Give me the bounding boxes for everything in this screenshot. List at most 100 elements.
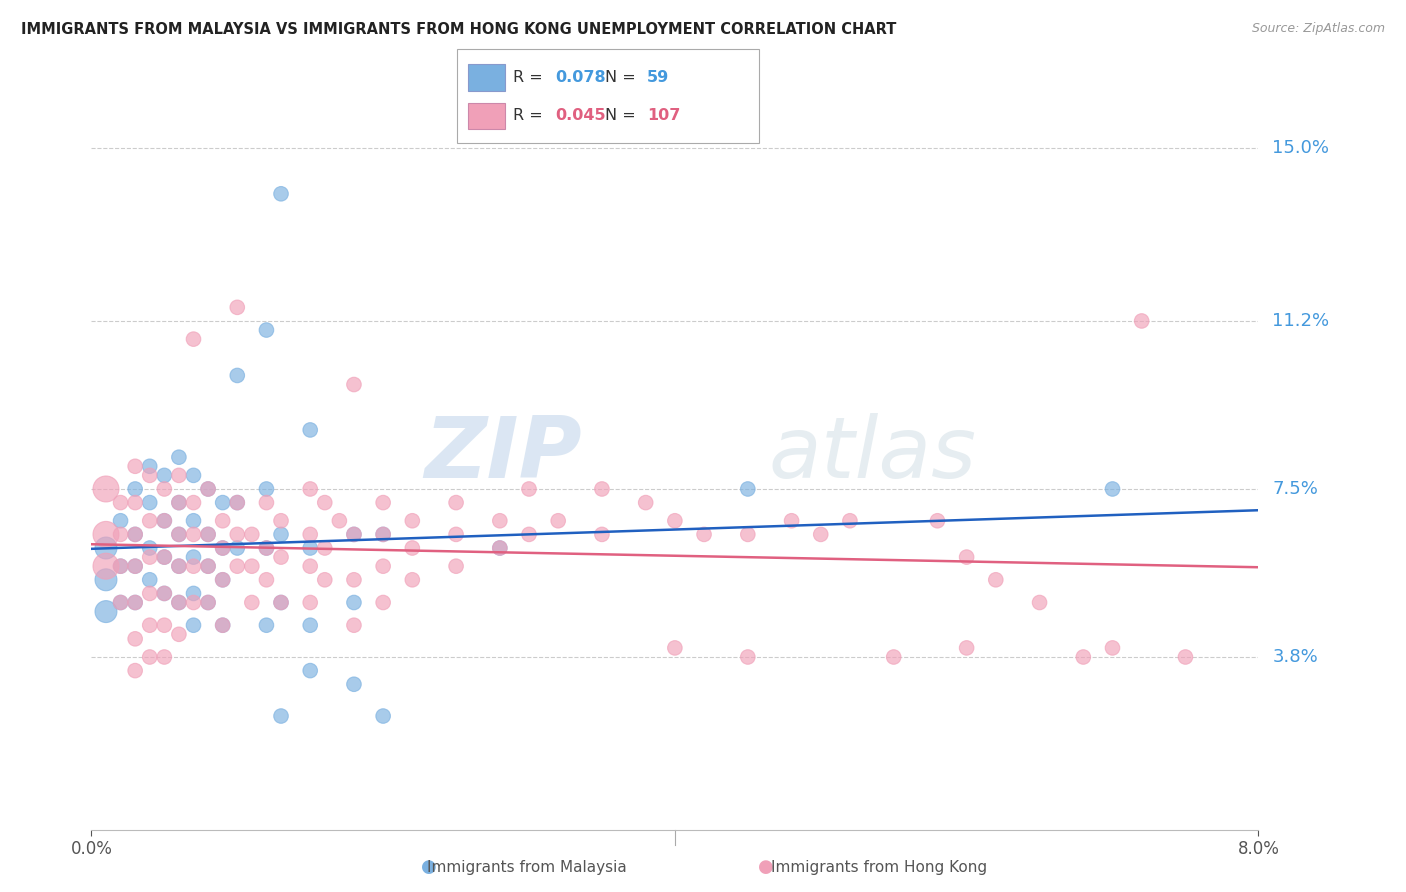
Point [124, 559, 146, 574]
Point [984, 573, 1007, 587]
Point [256, 541, 278, 555]
Point [94, 605, 117, 619]
Point [343, 595, 366, 609]
Point [371, 527, 394, 541]
Point [197, 527, 219, 541]
Point [211, 495, 233, 509]
Point [167, 559, 190, 574]
Point [401, 514, 423, 528]
Point [256, 495, 278, 509]
Point [299, 482, 322, 496]
Point [927, 514, 949, 528]
Point [737, 527, 759, 541]
Point [270, 595, 292, 609]
Point [328, 514, 350, 528]
Point [256, 482, 278, 496]
Point [197, 595, 219, 609]
Point [256, 618, 278, 632]
Text: 15.0%: 15.0% [1272, 139, 1329, 157]
Point [956, 550, 979, 565]
Point [634, 495, 657, 509]
Point [299, 664, 322, 678]
Point [737, 650, 759, 665]
Point [489, 541, 512, 555]
Point [197, 482, 219, 496]
Point [343, 527, 366, 541]
Point [110, 559, 132, 574]
Text: R =: R = [513, 70, 548, 85]
Point [693, 527, 716, 541]
Text: ZIP: ZIP [423, 413, 582, 497]
Point [299, 423, 322, 437]
Point [211, 618, 233, 632]
Point [197, 559, 219, 574]
Point [110, 514, 132, 528]
Point [883, 650, 905, 665]
Point [110, 527, 132, 541]
Point [371, 595, 394, 609]
Point [401, 573, 423, 587]
Point [124, 482, 146, 496]
Point [314, 541, 336, 555]
Point [153, 550, 176, 565]
Point [183, 514, 205, 528]
Point [256, 541, 278, 555]
Point [153, 468, 176, 483]
Point [343, 573, 366, 587]
Point [444, 559, 467, 574]
Point [167, 468, 190, 483]
Point [138, 550, 162, 565]
Point [167, 495, 190, 509]
Point [226, 559, 249, 574]
Point [167, 450, 190, 465]
Point [256, 573, 278, 587]
Point [183, 586, 205, 600]
Point [167, 495, 190, 509]
Text: Immigrants from Malaysia: Immigrants from Malaysia [427, 860, 627, 874]
Text: 107: 107 [647, 109, 681, 123]
Point [444, 527, 467, 541]
Point [167, 595, 190, 609]
Point [124, 632, 146, 646]
Text: R =: R = [513, 109, 548, 123]
Point [226, 495, 249, 509]
Point [664, 640, 686, 655]
Text: 7.5%: 7.5% [1272, 480, 1319, 498]
Point [124, 595, 146, 609]
Point [737, 482, 759, 496]
Point [299, 595, 322, 609]
Point [1101, 482, 1123, 496]
Point [956, 640, 979, 655]
Point [153, 618, 176, 632]
Point [256, 323, 278, 337]
Point [153, 586, 176, 600]
Point [167, 627, 190, 641]
Text: 0.045: 0.045 [555, 109, 606, 123]
Point [197, 559, 219, 574]
Point [183, 550, 205, 565]
Point [138, 541, 162, 555]
Point [226, 495, 249, 509]
Point [226, 527, 249, 541]
Point [314, 573, 336, 587]
Point [138, 573, 162, 587]
Text: N =: N = [605, 109, 641, 123]
Point [299, 559, 322, 574]
Text: Source: ZipAtlas.com: Source: ZipAtlas.com [1251, 22, 1385, 36]
Point [153, 650, 176, 665]
Text: ●: ● [758, 858, 775, 876]
Text: 0.078: 0.078 [555, 70, 606, 85]
Point [270, 514, 292, 528]
Point [838, 514, 860, 528]
Point [489, 514, 512, 528]
Point [1130, 314, 1153, 328]
Point [138, 514, 162, 528]
Point [211, 618, 233, 632]
Point [1073, 650, 1095, 665]
Point [343, 618, 366, 632]
Text: Immigrants from Hong Kong: Immigrants from Hong Kong [770, 860, 987, 874]
Point [183, 559, 205, 574]
Point [197, 595, 219, 609]
Point [270, 550, 292, 565]
Point [517, 527, 540, 541]
